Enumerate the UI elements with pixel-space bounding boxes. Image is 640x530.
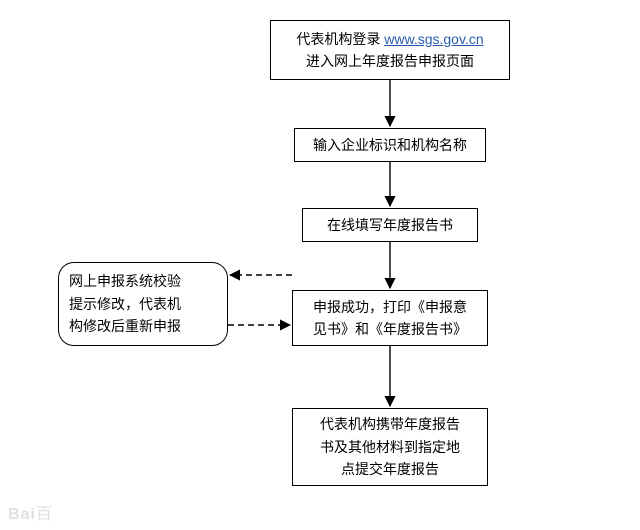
node-text: 网上申报系统校验 提示修改，代表机 构修改后重新申报 [69, 270, 181, 337]
watermark: Bai百 [8, 500, 53, 524]
text-line: 进入网上年度报告申报页面 [306, 53, 474, 69]
text-line: 代表机构携带年度报告 [320, 416, 460, 432]
flow-node-validation: 网上申报系统校验 提示修改，代表机 构修改后重新申报 [58, 262, 228, 346]
flow-node-fill-report: 在线填写年度报告书 [302, 208, 478, 242]
text-prefix: 代表机构登录 [296, 31, 384, 47]
node-text: 申报成功，打印《申报意 见书》和《年度报告书》 [313, 296, 467, 341]
flow-node-login: 代表机构登录 www.sgs.gov.cn 进入网上年度报告申报页面 [270, 20, 510, 80]
text-line: 提示修改，代表机 [69, 296, 181, 312]
node-text: 输入企业标识和机构名称 [313, 134, 467, 156]
text-line: 代表机构登录 www.sgs.gov.cn [296, 31, 483, 47]
flow-node-input-id: 输入企业标识和机构名称 [294, 128, 486, 162]
login-url-link[interactable]: www.sgs.gov.cn [384, 31, 483, 47]
text-line: 见书》和《年度报告书》 [313, 321, 467, 337]
watermark-left: Bai [8, 506, 36, 523]
node-text: 在线填写年度报告书 [327, 214, 453, 236]
node-text: 代表机构携带年度报告 书及其他材料到指定地 点提交年度报告 [320, 413, 460, 480]
node-text: 代表机构登录 www.sgs.gov.cn 进入网上年度报告申报页面 [296, 28, 483, 73]
text-line: 网上申报系统校验 [69, 273, 181, 289]
text-line: 构修改后重新申报 [69, 318, 181, 334]
flow-node-submit: 代表机构携带年度报告 书及其他材料到指定地 点提交年度报告 [292, 408, 488, 486]
text-line: 申报成功，打印《申报意 [313, 299, 467, 315]
watermark-right: 百 [36, 506, 53, 523]
text-line: 点提交年度报告 [341, 461, 439, 477]
text-line: 书及其他材料到指定地 [320, 439, 460, 455]
flow-node-print: 申报成功，打印《申报意 见书》和《年度报告书》 [292, 290, 488, 346]
